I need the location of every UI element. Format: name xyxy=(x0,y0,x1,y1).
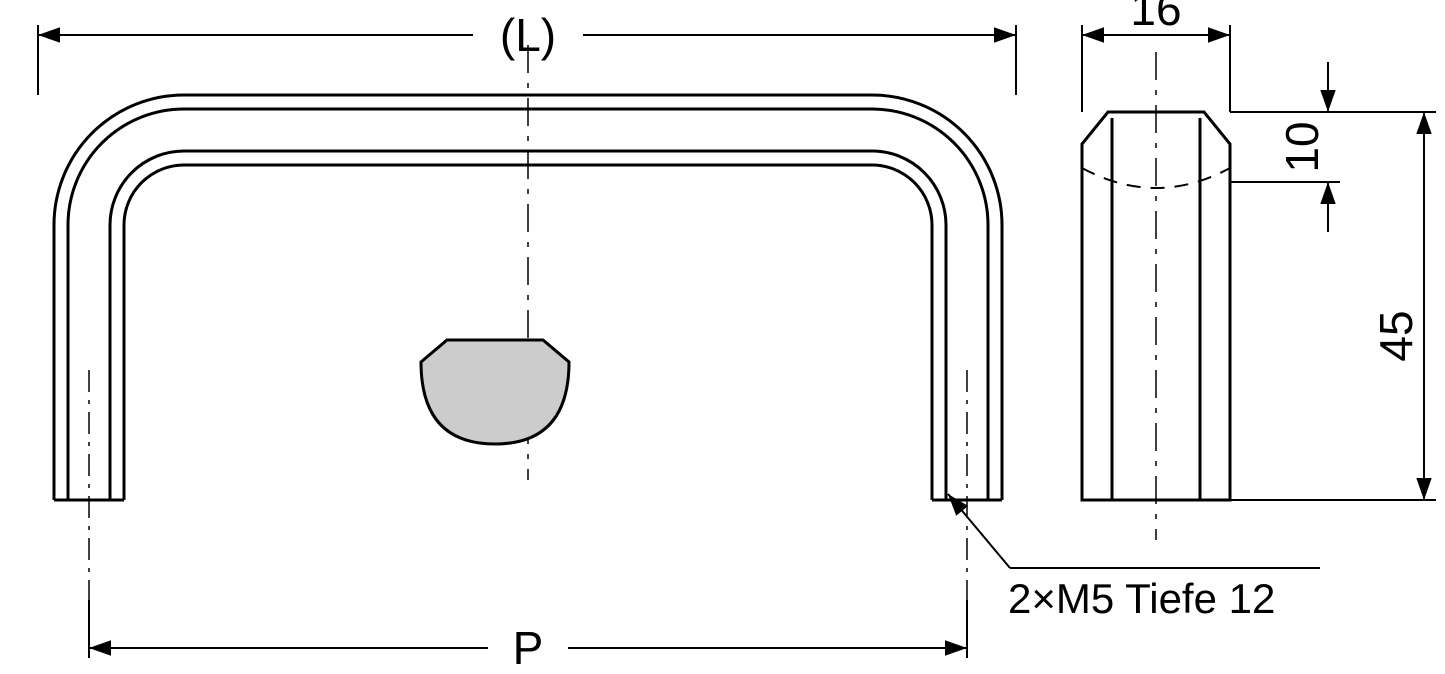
arrowhead xyxy=(1208,27,1230,42)
technical-drawing: (L) P 16 10 45 2×M5 Tiefe 12 xyxy=(0,0,1445,669)
arrowhead xyxy=(1416,478,1431,500)
arrowhead xyxy=(994,27,1016,42)
arrowhead xyxy=(1320,90,1335,112)
dim-label-P: P xyxy=(513,622,544,669)
dim-label-16: 16 xyxy=(1130,0,1181,35)
arrowhead xyxy=(38,27,60,42)
cross-section-profile xyxy=(421,340,569,444)
arrowhead xyxy=(89,640,111,655)
dim-label-45: 45 xyxy=(1370,310,1422,361)
arrowhead xyxy=(1320,182,1335,204)
arrowhead xyxy=(1082,27,1104,42)
arrowhead xyxy=(945,640,967,655)
dim-label-L: (L) xyxy=(500,9,556,61)
thread-note: 2×M5 Tiefe 12 xyxy=(1008,575,1275,622)
arrowhead xyxy=(1416,112,1431,134)
arrowhead xyxy=(948,494,968,516)
dim-label-10: 10 xyxy=(1276,121,1328,172)
